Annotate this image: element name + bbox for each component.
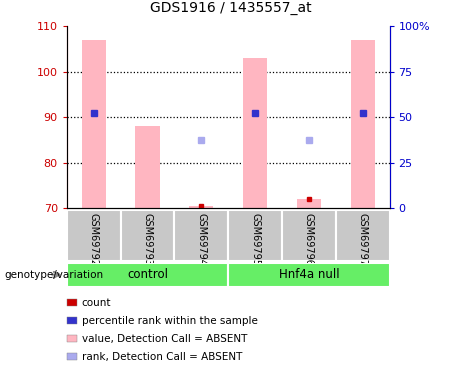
Text: GDS1916 / 1435557_at: GDS1916 / 1435557_at <box>150 1 311 15</box>
Bar <box>174 210 228 261</box>
Bar <box>67 262 228 287</box>
Text: Hnf4a null: Hnf4a null <box>278 268 339 281</box>
Text: control: control <box>127 268 168 281</box>
Text: percentile rank within the sample: percentile rank within the sample <box>82 316 258 326</box>
Bar <box>228 262 390 287</box>
Bar <box>243 58 267 208</box>
Bar <box>228 210 282 261</box>
Text: genotype/variation: genotype/variation <box>5 270 104 280</box>
Bar <box>336 210 390 261</box>
Text: GSM69795: GSM69795 <box>250 213 260 266</box>
Bar <box>136 126 160 208</box>
Text: GSM69797: GSM69797 <box>358 213 368 266</box>
Text: GSM69793: GSM69793 <box>142 213 153 266</box>
Bar <box>350 40 375 208</box>
Text: GSM69794: GSM69794 <box>196 213 207 266</box>
Bar <box>297 199 321 208</box>
Bar <box>67 210 121 261</box>
Bar <box>189 206 213 208</box>
Text: value, Detection Call = ABSENT: value, Detection Call = ABSENT <box>82 334 247 344</box>
Bar <box>282 210 336 261</box>
Text: GSM69796: GSM69796 <box>304 213 314 266</box>
Bar <box>121 210 174 261</box>
Text: GSM69792: GSM69792 <box>89 213 99 266</box>
Bar <box>82 40 106 208</box>
Text: rank, Detection Call = ABSENT: rank, Detection Call = ABSENT <box>82 352 242 362</box>
Text: count: count <box>82 298 111 307</box>
